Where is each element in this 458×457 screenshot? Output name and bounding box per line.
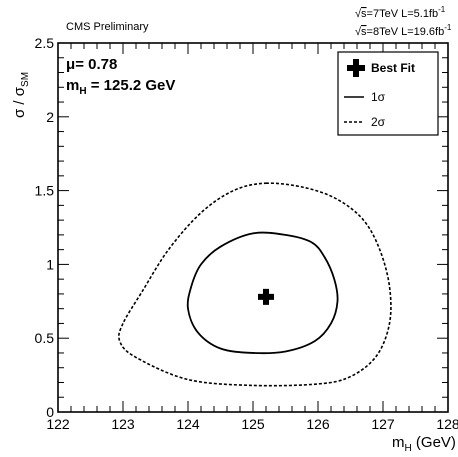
axis-ticks (57, 42, 449, 413)
x-tick-label: 124 (176, 416, 200, 432)
contour-2sigma (118, 182, 392, 387)
legend-label-1sigma: 1σ (371, 90, 386, 104)
contours (118, 182, 392, 387)
x-tick-label: 126 (306, 416, 330, 432)
legend-label-2sigma: 2σ (371, 115, 386, 129)
legend-best-fit-symbol (347, 59, 365, 77)
mh-annotation: mH = 125.2 GeV (66, 77, 175, 97)
x-tick-label: 123 (111, 416, 135, 432)
legend-label-best-fit: Best Fit (371, 61, 415, 75)
header-left: CMS Preliminary (66, 21, 149, 33)
y-tick-label: 0 (46, 404, 54, 420)
y-axis-label: σ / σSM (11, 72, 31, 118)
tick-labels: 122 123 124 125 126 127 128 0 0.5 1 1.5 2 2.5 (35, 35, 458, 432)
plot-frame (57, 42, 449, 413)
x-tick-label: 122 (46, 416, 70, 432)
x-tick-label: 127 (371, 416, 395, 432)
y-tick-label: 1.5 (35, 183, 55, 199)
x-axis-label: mH (GeV) (392, 434, 456, 454)
y-tick-label: 2 (46, 109, 54, 125)
x-tick-label: 125 (241, 416, 265, 432)
x-tick-label: 128 (436, 416, 458, 432)
mu-annotation: μ= 0.78 (66, 56, 117, 73)
y-tick-label: 2.5 (35, 35, 55, 51)
energy-line-1: √s=7TeV L=5.1fb-1 (355, 5, 446, 20)
energy-line-2: √s=8TeV L=19.6fb-1 (355, 23, 452, 38)
y-tick-label: 0.5 (35, 330, 55, 346)
best-fit-point (258, 288, 274, 305)
legend: Best Fit 1σ 2σ (337, 51, 439, 136)
contour-1sigma (186, 231, 339, 355)
y-tick-label: 1 (46, 256, 54, 272)
best-fit-marker (258, 288, 274, 305)
